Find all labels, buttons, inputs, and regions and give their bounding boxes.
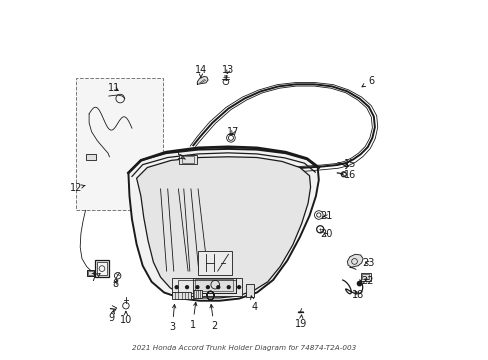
Text: 17: 17	[226, 127, 239, 137]
Text: 2021 Honda Accord Trunk Holder Diagram for 74874-T2A-003: 2021 Honda Accord Trunk Holder Diagram f…	[132, 345, 356, 351]
Polygon shape	[128, 149, 318, 301]
Bar	[360, 273, 370, 281]
Bar	[86, 270, 94, 276]
Text: 4: 4	[250, 296, 257, 312]
Text: 14: 14	[194, 65, 206, 78]
Text: 9: 9	[108, 310, 115, 323]
Text: 2: 2	[209, 305, 217, 332]
Polygon shape	[346, 254, 363, 269]
Bar	[85, 154, 95, 160]
Text: 18: 18	[351, 290, 364, 300]
Text: 22: 22	[361, 276, 373, 286]
Bar	[192, 290, 201, 298]
Bar	[88, 271, 93, 275]
Polygon shape	[197, 76, 207, 84]
Bar	[178, 280, 235, 293]
Bar	[179, 155, 196, 164]
Text: 19: 19	[294, 315, 306, 329]
Text: 1: 1	[189, 302, 197, 330]
Text: 15: 15	[343, 159, 355, 169]
Circle shape	[217, 286, 219, 289]
Circle shape	[357, 282, 361, 286]
Text: 21: 21	[319, 211, 331, 221]
Text: 7: 7	[90, 273, 100, 283]
Text: 8: 8	[112, 279, 118, 289]
Text: 6: 6	[361, 76, 374, 87]
Text: 23: 23	[362, 258, 374, 268]
Bar	[76, 78, 163, 210]
Text: 20: 20	[319, 229, 331, 239]
Circle shape	[175, 286, 178, 289]
Text: 10: 10	[120, 311, 132, 325]
Bar	[172, 278, 242, 296]
Bar	[192, 278, 235, 293]
Circle shape	[227, 286, 230, 289]
Circle shape	[237, 286, 240, 289]
Bar	[246, 284, 254, 297]
Text: 5: 5	[176, 151, 185, 161]
Polygon shape	[136, 157, 310, 298]
Bar	[181, 156, 194, 163]
Text: 11: 11	[108, 83, 120, 93]
Text: 16: 16	[340, 170, 355, 180]
Text: 13: 13	[222, 65, 234, 75]
Bar	[172, 292, 190, 298]
Text: 12: 12	[70, 183, 85, 193]
Bar	[198, 251, 231, 275]
Bar	[361, 274, 368, 279]
Text: 3: 3	[169, 305, 176, 332]
Bar	[95, 260, 108, 277]
Circle shape	[206, 286, 209, 289]
Circle shape	[196, 286, 199, 289]
Circle shape	[185, 286, 188, 289]
Bar	[195, 279, 233, 291]
Bar	[97, 262, 106, 275]
